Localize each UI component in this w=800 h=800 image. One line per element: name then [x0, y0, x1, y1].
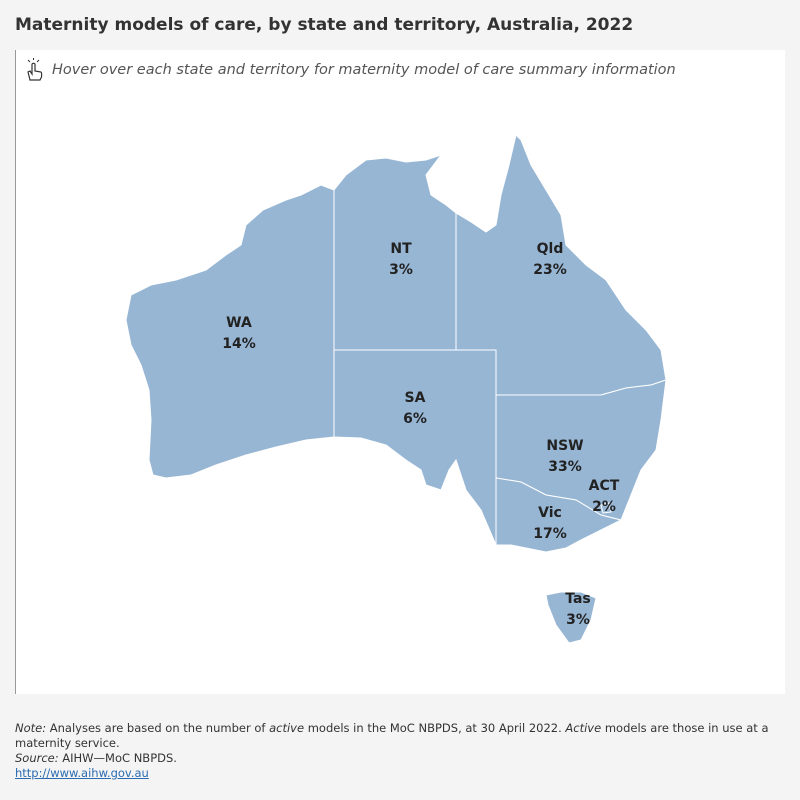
- region-name: SA: [405, 390, 426, 406]
- region-value: 6%: [403, 411, 427, 427]
- region-name: Tas: [565, 591, 591, 607]
- region-value: 3%: [566, 612, 590, 628]
- source-label: Source:: [15, 751, 59, 765]
- region-sa[interactable]: [333, 349, 497, 546]
- instruction: Hover over each state and territory for …: [52, 62, 676, 78]
- hand-icon: [27, 58, 43, 81]
- region-name: Vic: [538, 505, 562, 521]
- region-name: ACT: [589, 478, 620, 494]
- region-value: 14%: [222, 336, 256, 352]
- region-value: 3%: [389, 262, 413, 278]
- region-name: NT: [390, 241, 412, 257]
- region-wa[interactable]: [125, 184, 335, 479]
- source-text: AIHW—MoC NBPDS.: [58, 751, 177, 765]
- region-value: 17%: [533, 526, 567, 542]
- note-text: models are those in use at a maternity s…: [15, 721, 769, 750]
- region-act[interactable]: [600, 502, 612, 514]
- region-value: 2%: [592, 499, 616, 515]
- note: Note: Analyses are based on the number o…: [15, 721, 775, 751]
- map-frame: Hover over each state and territory for …: [15, 50, 785, 694]
- region-name: NSW: [546, 438, 583, 454]
- note-text: active: [269, 721, 305, 735]
- title: Maternity models of care, by state and t…: [15, 15, 634, 35]
- region-name: WA: [226, 315, 252, 331]
- region-value: 23%: [533, 262, 567, 278]
- map: WA 14% NT 3% Qld 23% SA 6% NSW 33% ACT 2% Vic 17% Tas 3…: [125, 134, 667, 644]
- footer: Note: Analyses are based on the number o…: [15, 721, 775, 781]
- region-name: Qld: [537, 241, 564, 257]
- region-value: 33%: [548, 459, 582, 475]
- note-text: Active: [565, 721, 602, 735]
- region-vic[interactable]: [495, 477, 623, 553]
- note-text: models in the MoC NBPDS, at 30 April 202…: [304, 721, 566, 735]
- link[interactable]: http://www.aihw.gov.au: [15, 766, 149, 780]
- note-text: Analyses are based on the number of: [46, 721, 270, 735]
- source: Source: AIHW—MoC NBPDS.: [15, 751, 775, 766]
- region-tas[interactable]: [545, 591, 597, 644]
- note-label: Note:: [15, 721, 47, 735]
